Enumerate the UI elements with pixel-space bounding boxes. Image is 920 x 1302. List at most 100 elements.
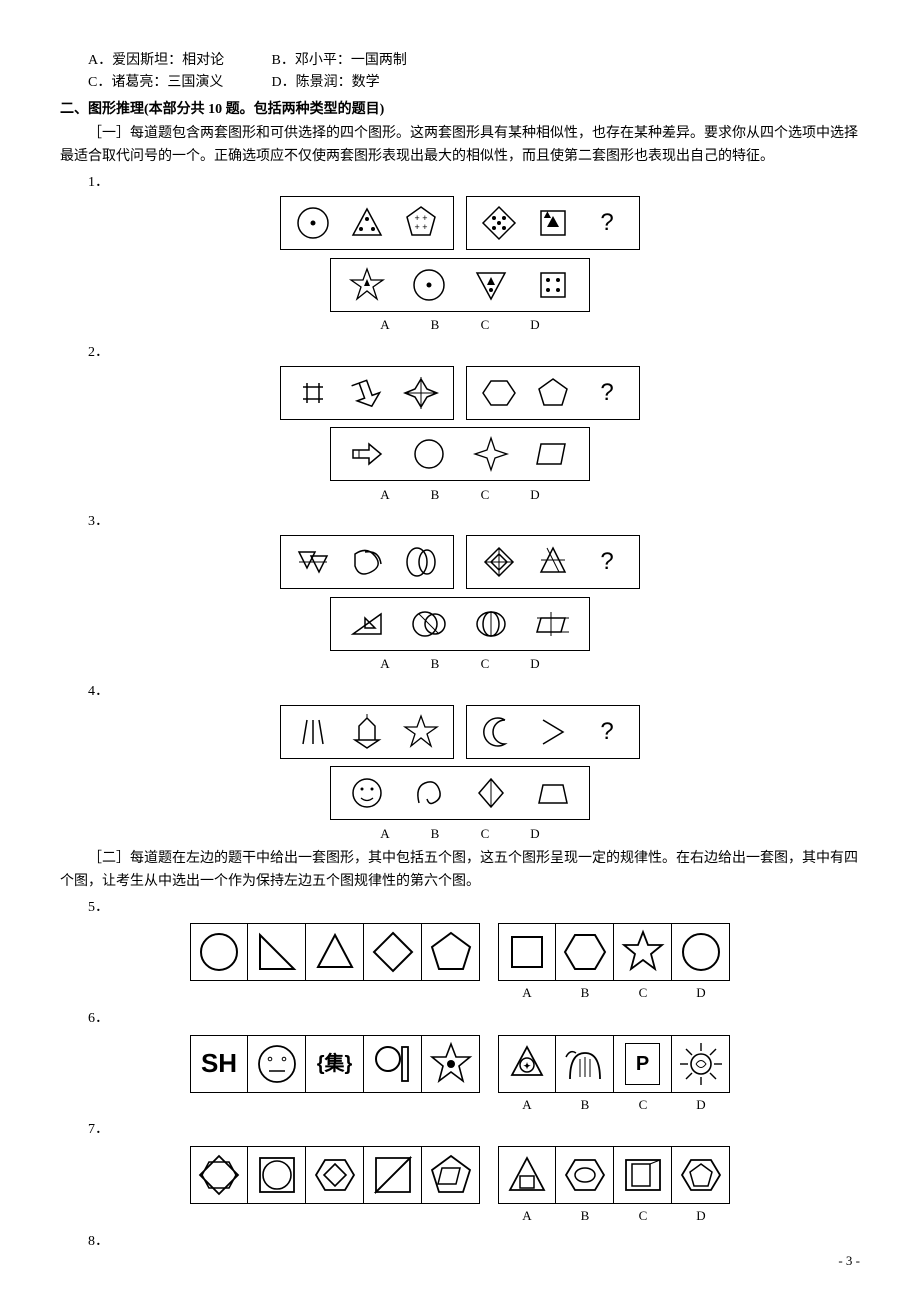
- q6-options: ✦ P: [498, 1035, 730, 1093]
- top-options-line-2: C．诸葛亮：三国演义 D．陈景润：数学: [60, 72, 860, 94]
- q1-figure: + ++ + ? A B C D: [60, 196, 860, 337]
- q3-left-group: [280, 535, 454, 589]
- q1-right-group: ?: [466, 196, 640, 250]
- label-a: A: [498, 983, 556, 1004]
- q2-l3: [399, 371, 443, 415]
- q7-opt-b: [556, 1146, 614, 1204]
- q3-ans-a: [345, 602, 389, 646]
- q1-ans-c: [469, 263, 513, 307]
- label-a: A: [498, 1206, 556, 1227]
- option-a: A．爱因斯坦：相对论: [88, 50, 268, 72]
- q5-opt-b: [556, 923, 614, 981]
- q1-r2: [531, 201, 575, 245]
- q5-labels: ..... . A B C D: [60, 983, 860, 1004]
- q3-r2: [531, 540, 575, 584]
- q7-s3: [306, 1146, 364, 1204]
- q4-figure: ? A B C D: [60, 705, 860, 846]
- q7-opt-c: [614, 1146, 672, 1204]
- label-b: B: [556, 983, 614, 1004]
- q2-answers: [330, 427, 590, 481]
- q2-left-group: [280, 366, 454, 420]
- q5-opt-a: [498, 923, 556, 981]
- q6-s3: {集}: [306, 1035, 364, 1093]
- q3-answer-labels: A B C D: [375, 654, 545, 675]
- q4-l1: [291, 710, 335, 754]
- label-a: A: [375, 315, 395, 336]
- svg-text:✦: ✦: [523, 1061, 531, 1071]
- q2-l1: [291, 371, 335, 415]
- q2-ans-b: [407, 432, 451, 476]
- q6-figure: SH {集} ✦ P ..... . A B C D: [60, 1035, 860, 1116]
- q2-r2: [531, 371, 575, 415]
- label-b: B: [425, 485, 445, 506]
- q7-opt-d: [672, 1146, 730, 1204]
- q5-number: 5．: [60, 897, 860, 919]
- label-c: C: [614, 1206, 672, 1227]
- q5-s4: [364, 923, 422, 981]
- q6-s4: [364, 1035, 422, 1093]
- label-a: A: [498, 1095, 556, 1116]
- q2-ans-a: [345, 432, 389, 476]
- q1-ans-d: [531, 263, 575, 307]
- q7-s4: [364, 1146, 422, 1204]
- q4-r1: [477, 710, 521, 754]
- q5-opt-c: [614, 923, 672, 981]
- q6-opt-d: [672, 1035, 730, 1093]
- q4-answer-labels: A B C D: [375, 824, 545, 845]
- label-c: C: [614, 1095, 672, 1116]
- q2-figure: ? A B C D: [60, 366, 860, 507]
- q3-r1: [477, 540, 521, 584]
- top-options-line-1: A．爱因斯坦：相对论 B．邓小平：一国两制: [60, 50, 860, 72]
- q7-labels: ..... . A B C D: [60, 1206, 860, 1227]
- q1-r1: [477, 201, 521, 245]
- label-c: C: [475, 654, 495, 675]
- q2-ans-c: [469, 432, 513, 476]
- q1-number: 1．: [60, 172, 860, 194]
- q6-number: 6．: [60, 1008, 860, 1030]
- q1-qmark: ?: [585, 201, 629, 245]
- q1-ans-b: [407, 263, 451, 307]
- label-d: D: [525, 654, 545, 675]
- q4-l2: [345, 710, 389, 754]
- q2-qmark: ?: [585, 371, 629, 415]
- q4-ans-b: [407, 771, 451, 815]
- label-d: D: [672, 1206, 730, 1227]
- q5-sequence: [190, 923, 480, 981]
- q6-s5: [422, 1035, 480, 1093]
- q3-l1: [291, 540, 335, 584]
- q2-answer-labels: A B C D: [375, 485, 545, 506]
- q3-l2: [345, 540, 389, 584]
- label-d: D: [672, 1095, 730, 1116]
- page-number: - 3 -: [838, 1251, 860, 1272]
- q7-sequence: [190, 1146, 480, 1204]
- label-b: B: [425, 315, 445, 336]
- q3-ans-b: [407, 602, 451, 646]
- q4-number: 4．: [60, 681, 860, 703]
- label-c: C: [614, 983, 672, 1004]
- option-d: D．陈景润：数学: [272, 72, 452, 94]
- q4-qmark: ?: [585, 710, 629, 754]
- instructions-1: ［一］每道题包含两套图形和可供选择的四个图形。这两套图形具有某种相似性，也存在某…: [60, 123, 860, 168]
- q7-s1: [190, 1146, 248, 1204]
- q7-s5: [422, 1146, 480, 1204]
- q7-number: 7．: [60, 1119, 860, 1141]
- q5-s2: [248, 923, 306, 981]
- q2-r1: [477, 371, 521, 415]
- q8-number: 8．: [60, 1231, 860, 1253]
- q3-ans-d: [531, 602, 575, 646]
- label-d: D: [672, 983, 730, 1004]
- q7-s2: [248, 1146, 306, 1204]
- q1-answer-labels: A B C D: [375, 315, 545, 336]
- label-c: C: [475, 315, 495, 336]
- q1-ans-a: [345, 263, 389, 307]
- q6-s1: SH: [190, 1035, 248, 1093]
- q1-l3: + ++ +: [399, 201, 443, 245]
- label-a: A: [375, 485, 395, 506]
- q5-options: [498, 923, 730, 981]
- q1-l1: [291, 201, 335, 245]
- q2-number: 2．: [60, 342, 860, 364]
- label-b: B: [556, 1095, 614, 1116]
- q6-sequence: SH {集}: [190, 1035, 480, 1093]
- q1-left-group: + ++ +: [280, 196, 454, 250]
- q4-ans-d: [531, 771, 575, 815]
